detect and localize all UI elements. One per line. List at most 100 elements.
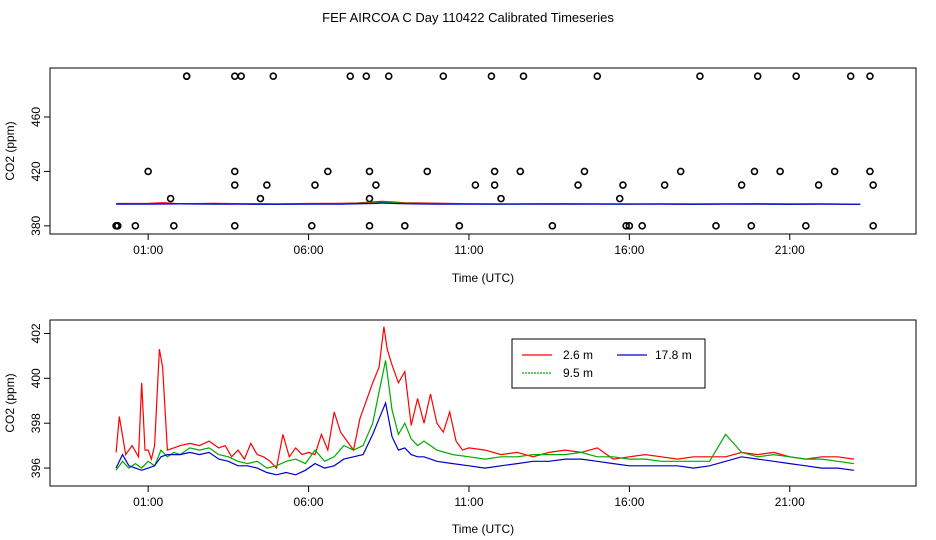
y-tick-label: 420: [29, 161, 43, 181]
data-point: [230, 167, 239, 176]
data-point: [131, 222, 140, 230]
x-axis-label-top: Time (UTC): [452, 271, 514, 285]
series-line-17-8-m: [116, 202, 861, 205]
legend-label-17-8m: 17.8 m: [655, 348, 692, 362]
y-tick-label: 400: [29, 368, 43, 388]
plot-area-top: [112, 72, 877, 230]
x-axis-bottom: 01:00 06:00 11:00 16:00 21:00: [133, 486, 805, 509]
data-point: [516, 167, 525, 176]
legend-label-2-6m: 2.6 m: [563, 348, 593, 362]
x-axis-top: 01:00 06:00 11:00 16:00 21:00: [133, 234, 805, 257]
data-point: [372, 181, 380, 189]
data-point: [362, 72, 371, 80]
x-tick-label: 21:00: [775, 243, 805, 257]
data-point: [814, 181, 823, 189]
data-point: [365, 167, 374, 176]
legend-box: [511, 338, 706, 389]
data-point: [237, 72, 245, 80]
data-point: [866, 167, 874, 176]
series-line-9-5-m: [115, 360, 854, 471]
legend: 2.6 m 17.8 m 9.5 m: [511, 338, 706, 389]
data-point: [869, 181, 877, 189]
data-point: [113, 222, 122, 230]
data-point: [619, 181, 627, 189]
data-point: [519, 72, 528, 80]
data-point: [712, 222, 720, 230]
chart-title: FEF AIRCOA C Day 110422 Calibrated Times…: [322, 10, 614, 25]
x-tick-label: 16:00: [614, 495, 644, 509]
x-tick-label: 06:00: [294, 495, 324, 509]
data-point: [846, 72, 855, 80]
x-axis-label-bottom: Time (UTC): [452, 522, 514, 536]
data-point: [750, 167, 759, 176]
data-point: [166, 194, 175, 203]
data-point: [660, 181, 669, 189]
series-line-2-6-m: [115, 326, 854, 470]
data-point: [747, 222, 756, 230]
data-point: [869, 222, 877, 230]
data-point: [638, 222, 646, 230]
data-point: [324, 167, 332, 176]
data-point: [230, 72, 239, 80]
y-tick-label: 402: [29, 323, 43, 343]
y-tick-label: 396: [29, 458, 43, 478]
data-point: [622, 222, 630, 230]
data-point: [593, 72, 602, 80]
data-point: [269, 72, 278, 80]
data-point: [548, 222, 557, 230]
data-point: [737, 181, 746, 189]
plot-area-bottom: [115, 326, 854, 476]
data-point: [497, 194, 505, 203]
data-point: [866, 72, 874, 80]
data-point: [580, 167, 589, 176]
panel-bottom: 396 398 400 402 01:00 06:00 11:00 16:00 21:00 T…: [3, 319, 917, 536]
data-point: [776, 167, 784, 176]
y-axis-top: 380 420 460: [29, 107, 50, 236]
data-point: [423, 167, 432, 176]
legend-label-9-5m: 9.5 m: [563, 366, 593, 380]
data-point: [182, 72, 191, 80]
data-point: [365, 222, 374, 230]
x-tick-label: 11:00: [454, 243, 483, 257]
y-axis-bottom: 396 398 400 402: [29, 323, 50, 478]
data-point: [384, 72, 393, 80]
data-point: [263, 181, 271, 189]
plot-frame-bottom: [49, 319, 917, 487]
data-point: [365, 194, 374, 203]
data-point: [490, 167, 499, 176]
y-axis-label-bottom: CO2 (ppm): [3, 373, 17, 432]
data-point: [170, 222, 178, 230]
data-point: [676, 167, 685, 176]
data-point: [256, 194, 265, 203]
x-tick-label: 06:00: [294, 243, 324, 257]
y-tick-label: 398: [29, 413, 43, 433]
data-point: [696, 72, 704, 80]
x-tick-label: 11:00: [454, 495, 483, 509]
data-point: [487, 72, 496, 80]
data-point: [753, 72, 762, 80]
x-tick-label: 21:00: [775, 495, 805, 509]
data-point: [400, 222, 409, 230]
plot-frame-top: [49, 67, 917, 235]
y-tick-label: 460: [29, 107, 43, 127]
x-tick-label: 16:00: [614, 243, 644, 257]
data-point: [455, 222, 464, 230]
data-point: [792, 72, 800, 80]
data-point: [830, 167, 839, 176]
series-line-17-8-m: [115, 400, 854, 476]
panel-top: 380 420 460 01:00 06:00 11:00 16:00 21:00 Time…: [3, 67, 917, 285]
y-tick-label: 380: [29, 216, 43, 236]
y-axis-label-top: CO2 (ppm): [3, 121, 17, 180]
data-point: [490, 181, 499, 189]
data-point: [346, 72, 355, 80]
data-point: [471, 181, 480, 189]
data-point: [307, 222, 316, 230]
data-point: [311, 181, 319, 189]
x-tick-label: 01:00: [133, 243, 163, 257]
data-point: [230, 181, 239, 189]
data-point: [144, 167, 152, 176]
data-point: [574, 181, 582, 189]
data-point: [230, 222, 239, 230]
data-point: [801, 222, 810, 230]
